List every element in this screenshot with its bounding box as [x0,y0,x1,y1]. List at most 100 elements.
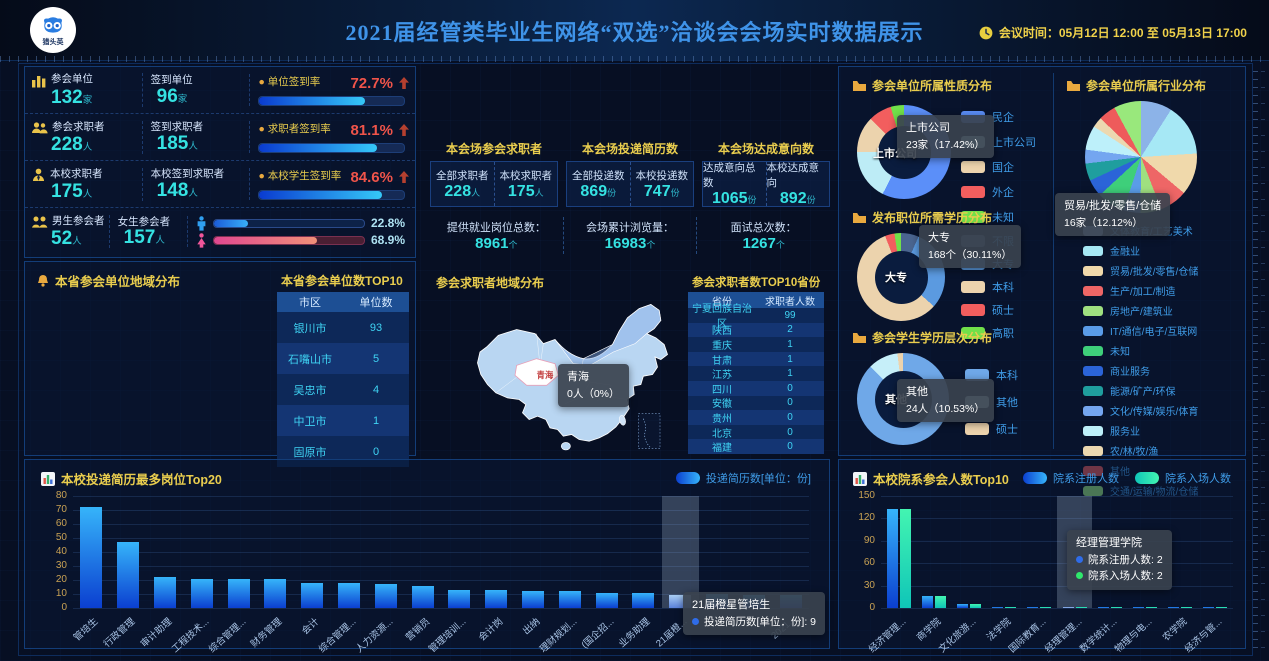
session-stat: 全部投递数 869份 [567,162,630,206]
table-header-row: 市区 单位数 [277,292,409,312]
table-cell: 93 [369,321,383,334]
bar[interactable] [1075,606,1087,608]
table-row: 重庆 1 [688,337,824,352]
legend-item[interactable]: 未知 [961,209,1036,225]
legend-item[interactable]: IT/通信/电子/互联网 [1083,323,1198,338]
table-cell: 1 [787,353,793,365]
bar[interactable] [957,604,968,608]
session-total: 面试总次数： 1267个 [696,217,830,254]
session-stat: 全部求职者 228人 [431,162,494,206]
session-stat-label: 本校求职者 [499,169,553,182]
bar[interactable] [632,592,655,608]
province-table-title: 参会求职者数TOP10省份 [692,277,821,289]
bar[interactable] [899,509,911,608]
legend-label: 其他 [996,397,1018,409]
bar[interactable] [154,577,176,608]
table-row: 石嘴山市 5 [277,343,409,374]
legend-label: 贸易/批发/零售/仓储 [1110,267,1199,278]
legend-item[interactable]: 能源/矿产/环保 [1083,383,1198,398]
region-panel-title: 本省参会单位地域分布 [55,275,181,289]
bar[interactable] [1216,606,1228,608]
right-ruler [1253,70,1258,648]
legend-label: 金融业 [1110,247,1140,258]
legend-item[interactable]: 高职 [961,325,1014,341]
y-tick-label: 80 [55,490,67,501]
bar[interactable] [921,596,933,608]
y-tick-label: 0 [869,602,875,613]
bar[interactable] [1027,606,1039,608]
legend-item[interactable]: 硕士 [961,302,1014,318]
bar[interactable] [595,592,618,608]
bar[interactable] [1005,606,1017,608]
map-tooltip: 青海 0人（0%） [558,364,629,408]
bar[interactable] [374,584,397,608]
legend-item[interactable]: 本科 [961,279,1014,295]
table-cell: 0 [787,382,793,394]
legend-swatch [675,472,700,484]
bar[interactable] [190,578,213,608]
bar[interactable] [301,582,324,608]
bar[interactable] [264,578,287,608]
bar[interactable] [992,606,1004,608]
legend-item[interactable]: 金融业 [1083,243,1198,258]
bar[interactable] [338,582,360,608]
bar[interactable] [1062,606,1074,608]
legend-item[interactable]: 外企 [961,184,1036,200]
bar[interactable] [1097,606,1109,608]
bar[interactable] [1203,606,1215,608]
stat-value: 185人 [156,132,198,154]
stat-label: 参会单位 [31,73,142,88]
legend-item[interactable]: 未知 [1083,343,1198,358]
y-tick-label: 20 [55,574,67,585]
bar[interactable] [411,585,434,608]
degree-donut-chart[interactable] [857,233,945,321]
bar[interactable] [522,591,544,608]
bar[interactable] [1168,606,1180,608]
bar[interactable] [1110,606,1122,608]
table-cell: 石嘴山市 [288,353,332,366]
legend-item[interactable]: 文化/传媒/娱乐/体育 [1083,403,1198,418]
gridline [73,524,809,525]
legend-item[interactable]: 房地产/建筑业 [1083,303,1198,318]
legend-item[interactable]: 本科 [965,367,1018,383]
legend-item[interactable]: 商业服务 [1083,363,1198,378]
session-stat: 本校投递数 747份 [629,162,694,206]
bar[interactable] [934,596,946,608]
legend-item[interactable]: 服务业 [1083,423,1198,438]
bar[interactable] [448,589,471,608]
legend-swatch [1083,425,1103,436]
legend-item[interactable]: 院系入场人数 [1135,470,1231,486]
legend-swatch [1083,305,1103,316]
bar[interactable] [558,591,581,608]
legend-item[interactable]: 农/林/牧/渔 [1083,443,1198,458]
legend-item[interactable]: 国企 [961,159,1036,175]
map-panel: 参会求职者地域分布 青海 青海 0人（0%） 参会求职者数TOP10省份 省份 求… [430,266,830,456]
bar[interactable] [1133,606,1144,608]
legend-item[interactable]: 院系注册人数 [1023,470,1119,486]
legend-label: 投递简历数[单位：份] [705,473,811,485]
session-total: 提供就业岗位总数： 8961个 [430,217,563,254]
bar[interactable] [886,509,898,608]
female-ratio-row: 68.9% [196,232,409,248]
bar[interactable] [1040,606,1052,608]
stat-label-text: 男生参会者 [52,215,105,227]
legend-item[interactable]: 硕士 [965,421,1018,437]
map-region-qinghai[interactable] [514,358,559,386]
legend-item[interactable]: 生产/加工/制造 [1083,283,1198,298]
stat-value: 132家 [51,87,93,108]
bar[interactable] [1146,606,1157,608]
legend-item[interactable]: 贸易/批发/零售/仓储 [1083,263,1198,278]
bar-chart-icon [853,471,867,486]
bar[interactable] [485,589,508,608]
table-cell: 99 [784,309,796,321]
gridline [73,496,809,497]
bar[interactable] [227,578,250,608]
bar[interactable] [1181,606,1193,608]
gridline [881,563,1233,565]
bar[interactable] [970,604,981,608]
bar[interactable] [80,507,103,608]
legend-item[interactable]: 投递简历数[单位：份] [675,470,811,486]
bar[interactable] [117,542,140,608]
female-ratio-percent: 68.9% [370,233,405,247]
faculty-plot [881,496,1233,609]
